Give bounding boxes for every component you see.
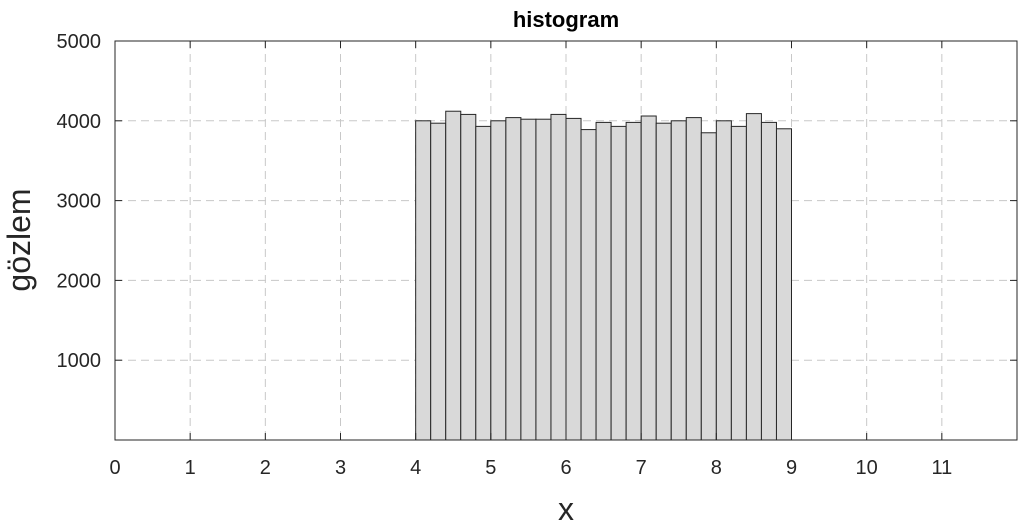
histogram-bar bbox=[430, 122, 447, 441]
histogram-bar bbox=[640, 115, 657, 441]
histogram-bar bbox=[445, 110, 462, 441]
y-tick-labels: 1000 2000 3000 4000 5000 bbox=[57, 31, 102, 372]
x-tick-label: 8 bbox=[711, 457, 722, 479]
histogram-bar bbox=[550, 113, 567, 441]
y-tick-label: 1000 bbox=[57, 350, 102, 372]
histogram-bar bbox=[775, 128, 793, 441]
histogram-bar bbox=[655, 122, 672, 441]
histogram-bar bbox=[505, 117, 522, 441]
histogram-bar bbox=[610, 125, 627, 441]
grid bbox=[115, 41, 1017, 440]
bars bbox=[415, 110, 793, 441]
y-tick-label: 3000 bbox=[57, 191, 102, 213]
histogram-bar bbox=[625, 121, 642, 441]
histogram-bar bbox=[490, 120, 507, 441]
y-tick-label: 5000 bbox=[57, 31, 102, 53]
x-axis-label: x bbox=[558, 491, 574, 522]
x-tick-label: 5 bbox=[485, 457, 496, 479]
x-tick-label: 0 bbox=[109, 457, 120, 479]
histogram-bar bbox=[730, 125, 747, 441]
histogram-bar bbox=[700, 132, 717, 441]
x-tick-label: 4 bbox=[410, 457, 421, 479]
histogram-bar bbox=[670, 120, 687, 441]
y-axis-label: gözlem bbox=[1, 188, 37, 291]
x-tick-label: 1 bbox=[185, 457, 196, 479]
x-tick-labels: 0 1 2 3 4 5 6 7 8 9 10 11 bbox=[109, 457, 952, 479]
histogram-bar bbox=[535, 118, 552, 441]
histogram-bar bbox=[475, 125, 492, 441]
y-tick-label: 2000 bbox=[57, 270, 102, 292]
histogram-bar bbox=[565, 117, 582, 441]
histogram-bar bbox=[745, 113, 762, 441]
x-tick-label: 11 bbox=[931, 457, 952, 479]
histogram-bar bbox=[760, 121, 777, 441]
histogram-bar bbox=[595, 121, 612, 441]
histogram-bar bbox=[715, 120, 732, 441]
chart-title: histogram bbox=[513, 7, 619, 32]
ticks bbox=[114, 40, 1017, 440]
x-tick-label: 6 bbox=[560, 457, 571, 479]
histogram-bar bbox=[520, 118, 537, 441]
x-tick-label: 9 bbox=[786, 457, 797, 479]
histogram-bar bbox=[415, 120, 432, 441]
y-tick-label: 4000 bbox=[57, 111, 102, 133]
x-tick-label: 2 bbox=[260, 457, 271, 479]
histogram-bar bbox=[580, 129, 597, 441]
histogram-bar bbox=[685, 117, 702, 441]
x-tick-label: 3 bbox=[335, 457, 346, 479]
x-tick-label: 7 bbox=[636, 457, 647, 479]
x-tick-label: 10 bbox=[856, 457, 878, 479]
histogram-bar bbox=[460, 113, 477, 441]
